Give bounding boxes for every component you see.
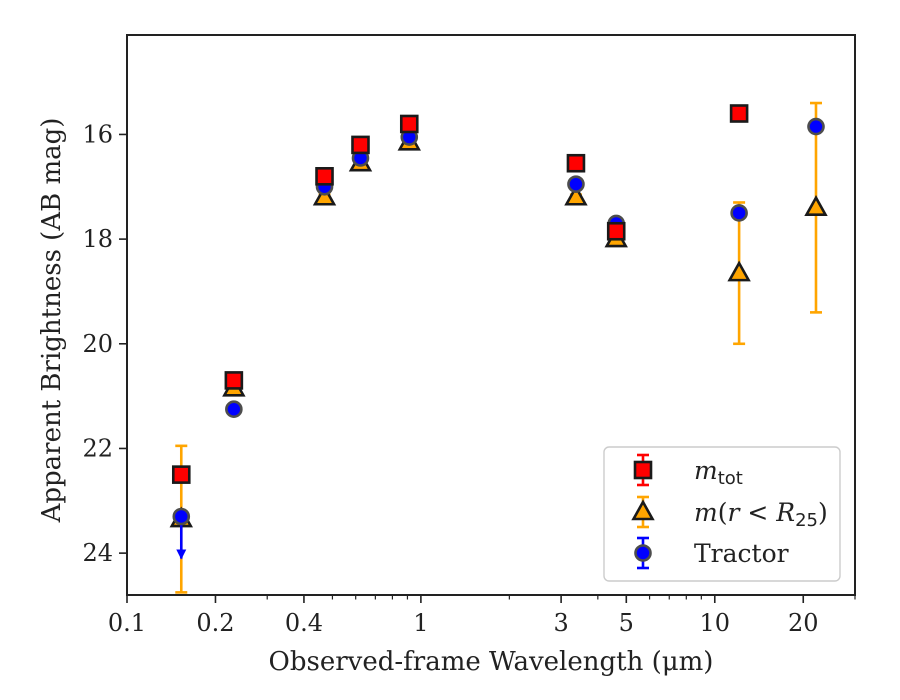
- mtot-point: [729, 104, 749, 123]
- legend-label-mtot: mtot: [694, 456, 743, 489]
- upper-limit-arrowhead: [176, 549, 187, 560]
- legend-mr25-marker: [631, 499, 655, 521]
- mr25-point: [804, 195, 828, 217]
- data-marks: [169, 101, 828, 594]
- mr25-point: [312, 184, 337, 206]
- series-mr25: [169, 101, 828, 594]
- x-tick-label: 5: [619, 609, 634, 637]
- legend: mtot m(r < R25) Tractor: [603, 446, 841, 582]
- legend-mtot-marker: [633, 460, 653, 480]
- legend-box: [603, 446, 841, 582]
- legend-label-mr25: m(r < R25): [694, 498, 828, 531]
- y-tick-label: 16: [82, 120, 113, 148]
- legend-tractor-marker: [634, 544, 652, 562]
- y-tick-label: 24: [82, 539, 113, 567]
- mtot-point: [399, 114, 419, 134]
- mtot-point: [351, 135, 370, 155]
- x-tick-label: 0.1: [108, 609, 146, 637]
- x-tick-label: 1: [413, 609, 428, 637]
- x-tick-label: 0.2: [196, 609, 234, 637]
- x-tick-label: 20: [788, 609, 819, 637]
- y-tick-label: 18: [82, 225, 113, 253]
- y-axis-label: Apparent Brightness (AB mag): [37, 118, 67, 524]
- mtot-point: [606, 221, 626, 241]
- tractor-point: [807, 117, 825, 136]
- mtot-point: [171, 465, 191, 484]
- series-mtot: [171, 104, 749, 484]
- x-tick-label: 0.4: [285, 609, 323, 637]
- legend-label-tractor: Tractor: [694, 539, 789, 568]
- tractor-point: [225, 400, 243, 419]
- mtot-point: [315, 167, 334, 186]
- x-tick-label: 10: [700, 609, 731, 637]
- mtot-point: [224, 371, 244, 390]
- mtot-point: [566, 153, 586, 173]
- y-axis-ticks: 16 18 20 22 24: [82, 120, 127, 567]
- y-tick-label: 22: [82, 434, 113, 462]
- plot-frame: [126, 34, 856, 596]
- x-axis-label: Observed-frame Wavelength (μm): [269, 647, 714, 677]
- mr25-point: [564, 184, 588, 206]
- y-tick-label: 20: [82, 330, 113, 358]
- tractor-point: [172, 507, 191, 526]
- mr25-point: [727, 260, 751, 282]
- tractor-point: [567, 175, 585, 193]
- x-axis-ticks: 0.1 0.2 0.4 1 3 5 10 20: [108, 595, 856, 637]
- x-tick-label: 3: [553, 609, 568, 637]
- tractor-point: [730, 204, 748, 222]
